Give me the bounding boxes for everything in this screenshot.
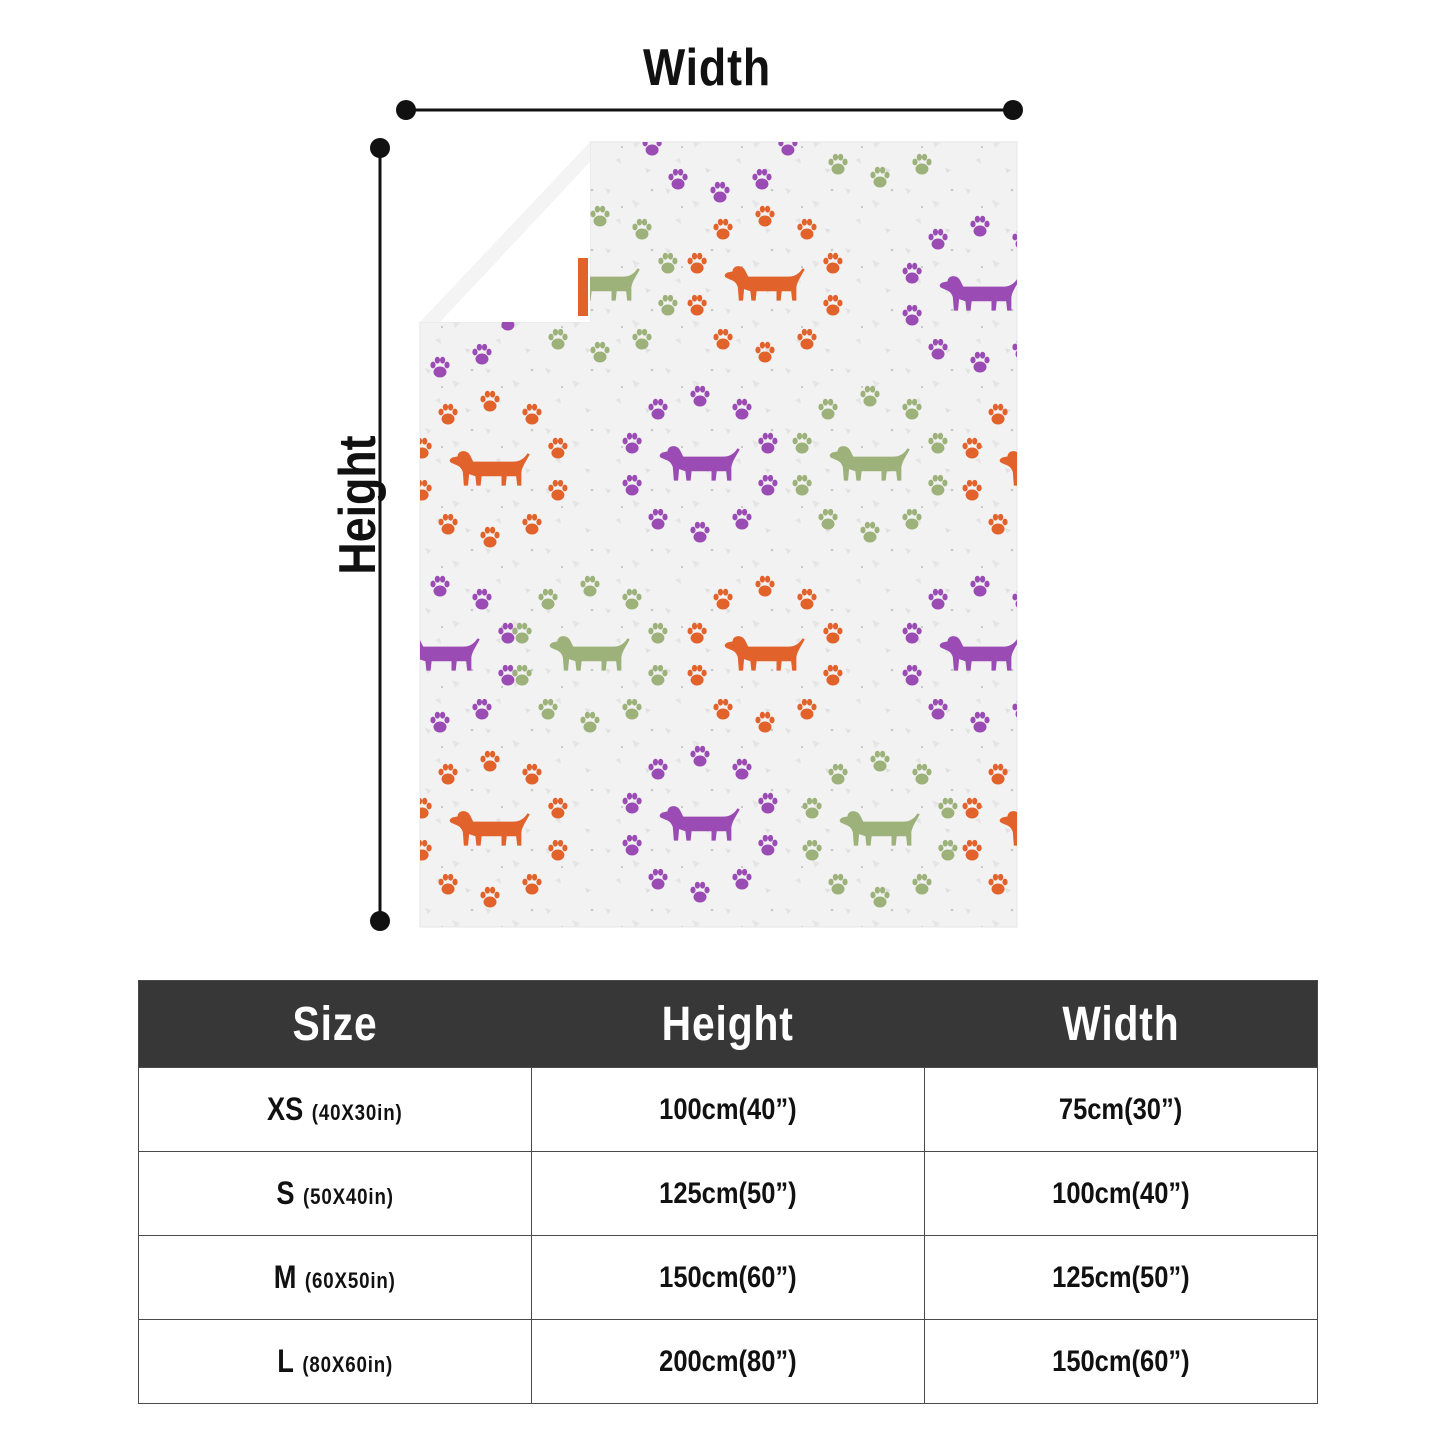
paw-print-icon: [1072, 874, 1091, 895]
table-header-row: Size Height Width: [139, 981, 1317, 1067]
paw-print-icon: [1038, 665, 1057, 686]
paw-print-icon: [1038, 623, 1057, 644]
size-code: S: [276, 1175, 295, 1211]
height-cell: 200cm(80”): [531, 1320, 924, 1403]
paw-print-icon: [1038, 263, 1057, 284]
paw-print-icon: [802, 120, 821, 141]
paw-print-icon: [388, 589, 407, 610]
paw-print-icon: [388, 699, 407, 720]
width-cell: 75cm(30”): [924, 1068, 1317, 1151]
table-row: S (50X40in) 125cm(50”) 100cm(40”): [139, 1151, 1317, 1235]
width-dimension-label: Width: [642, 39, 772, 97]
blanket-diagram: Width: [329, 31, 1117, 931]
paw-print-icon: [938, 120, 957, 141]
blanket: [388, 31, 1117, 928]
height-cell: 150cm(60”): [531, 1236, 924, 1319]
blanket-illustration: [370, 31, 1117, 931]
paw-print-icon: [1038, 305, 1057, 326]
height-dimension-label: Height: [329, 435, 387, 575]
size-cell: S (50X40in): [139, 1152, 531, 1235]
paw-print-icon: [710, 46, 729, 67]
size-inches: (60X50in): [305, 1268, 396, 1293]
paw-print-icon: [388, 234, 407, 255]
table-row: XS (40X30in) 100cm(40”) 75cm(30”): [139, 1067, 1317, 1151]
paw-print-icon: [912, 44, 931, 65]
size-inches: (50X40in): [302, 1184, 394, 1209]
paw-print-icon: [1030, 887, 1049, 908]
paw-print-icon: [828, 44, 847, 65]
paw-print-icon: [752, 59, 771, 80]
paw-print-icon: [1030, 751, 1049, 772]
size-inches: (80X60in): [302, 1352, 393, 1377]
header-height: Height: [661, 997, 795, 1051]
paw-print-icon: [1098, 798, 1117, 819]
paw-print-icon: [1072, 514, 1091, 535]
width-cell: 100cm(40”): [924, 1152, 1317, 1235]
size-chart-table: Size Height Width XS (40X30in) 100cm(40”) 7…: [138, 980, 1318, 1404]
width-cell: 150cm(60”): [924, 1320, 1317, 1403]
paw-print-icon: [1098, 438, 1117, 459]
paw-print-icon: [430, 220, 450, 242]
paw-print-icon: [1098, 480, 1117, 501]
table-row: L (80X60in) 200cm(80”) 150cm(60”): [139, 1319, 1317, 1403]
paw-print-icon: [938, 78, 957, 99]
height-cell: 100cm(40”): [531, 1068, 924, 1151]
paw-print-icon: [668, 59, 687, 80]
size-cell: M (60X50in): [139, 1236, 531, 1319]
size-code: XS: [267, 1091, 304, 1127]
height-dimension-line: [370, 138, 390, 931]
paw-print-icon: [1072, 404, 1091, 425]
paw-print-icon: [1072, 764, 1091, 785]
header-width: Width: [1062, 997, 1180, 1051]
size-cell: XS (40X30in): [139, 1068, 531, 1151]
height-cell: 125cm(50”): [531, 1152, 924, 1235]
size-cell: L (80X60in): [139, 1320, 531, 1403]
paw-print-icon: [1098, 840, 1117, 861]
size-inches: (40X30in): [311, 1100, 403, 1125]
width-cell: 125cm(50”): [924, 1236, 1317, 1319]
paw-print-icon: [388, 344, 407, 365]
paw-print-icon: [870, 31, 889, 52]
size-code: L: [277, 1343, 294, 1379]
table-row: M (60X50in) 150cm(60”) 125cm(50”): [139, 1235, 1317, 1319]
table-body: XS (40X30in) 100cm(40”) 75cm(30”) S (50X40in)…: [139, 1067, 1317, 1403]
paw-print-icon: [1030, 527, 1049, 548]
size-code: M: [274, 1259, 297, 1295]
header-size: Size: [292, 997, 378, 1051]
paw-print-icon: [802, 78, 821, 99]
width-dimension-line: [396, 100, 1023, 120]
dachshund-icon: [840, 91, 920, 126]
paw-print-icon: [1030, 391, 1049, 412]
